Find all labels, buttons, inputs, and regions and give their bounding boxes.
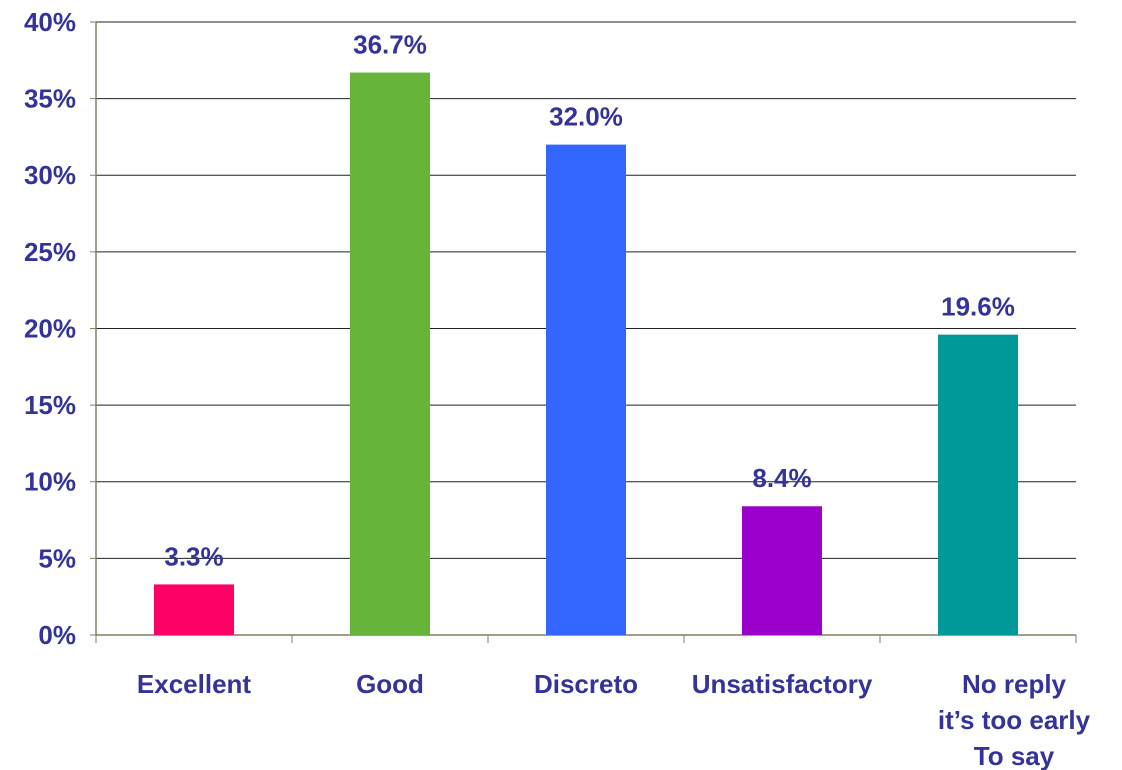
y-tick-label: 5% <box>38 543 76 573</box>
bar <box>350 72 430 635</box>
x-tick-label: Unsatisfactory <box>692 669 873 699</box>
y-tick-label: 30% <box>24 160 76 190</box>
value-label: 8.4% <box>752 463 811 493</box>
value-label: 32.0% <box>549 101 623 131</box>
value-label: 19.6% <box>941 292 1015 322</box>
y-tick-label: 10% <box>24 467 76 497</box>
value-label: 3.3% <box>164 541 223 571</box>
y-tick-label: 0% <box>38 620 76 650</box>
bar <box>742 506 822 635</box>
y-tick-label: 25% <box>24 237 76 267</box>
y-tick-label: 15% <box>24 390 76 420</box>
x-tick-label: Excellent <box>137 669 252 699</box>
value-label: 36.7% <box>353 29 427 59</box>
y-tick-label: 35% <box>24 84 76 114</box>
x-tick-label: Discreto <box>534 669 638 699</box>
y-tick-label: 20% <box>24 313 76 343</box>
y-tick-label: 40% <box>24 7 76 37</box>
bar <box>938 334 1018 635</box>
x-tick-label: No reply it’s too early To say <box>938 669 1091 770</box>
x-tick-label: Good <box>356 669 424 699</box>
bar <box>546 144 626 635</box>
bar <box>154 584 234 635</box>
